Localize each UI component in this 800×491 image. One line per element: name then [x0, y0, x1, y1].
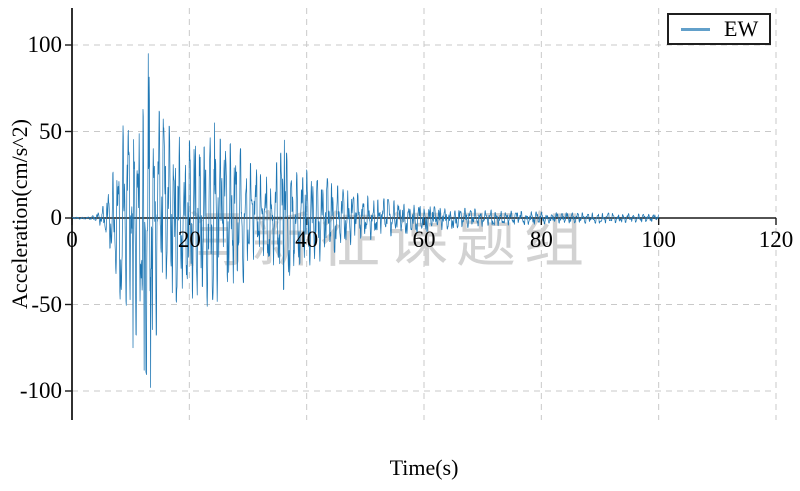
legend: EW	[667, 13, 771, 45]
series-ew-path	[71, 53, 660, 388]
legend-line-ew-icon	[681, 27, 710, 31]
watermark-text: 闫新征课题组	[184, 208, 592, 274]
legend-label-ew: EW	[724, 16, 759, 41]
